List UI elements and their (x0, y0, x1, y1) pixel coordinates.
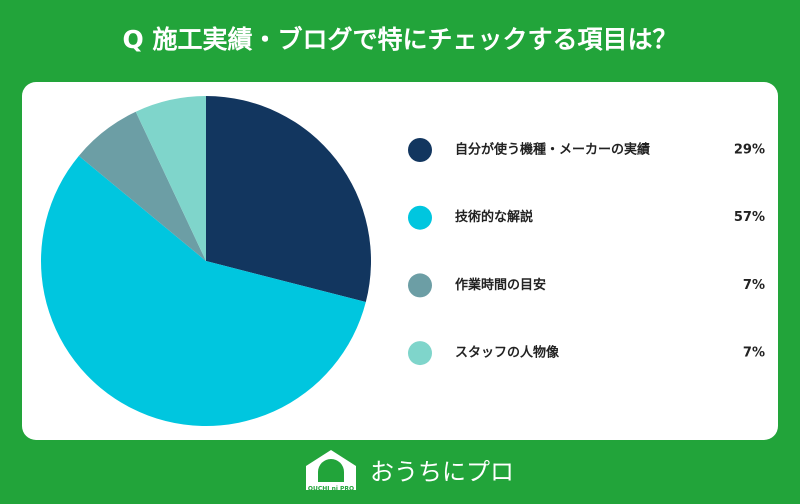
pie-slice (78, 111, 206, 261)
logo: OUCHI ni PRO おうちにプロ (306, 450, 514, 493)
pie-slice (206, 96, 371, 303)
legend-swatch (408, 341, 432, 366)
value-label: 57% (734, 210, 765, 225)
logo-text: おうちにプロ (370, 458, 514, 486)
legend-label: 作業時間の目安 (455, 277, 546, 293)
legend-swatch (408, 273, 432, 298)
legend-label: スタッフの人物像 (455, 345, 560, 361)
logo-door (318, 459, 344, 482)
pie-slice (135, 96, 206, 261)
value-label: 7% (743, 346, 765, 361)
chart-title: Q 施工実績・ブログで特にチェックする項目は？ (123, 25, 678, 54)
legend-swatch (408, 205, 432, 230)
logo-mark-text: OUCHI ni PRO (308, 486, 354, 493)
legend-swatch (408, 138, 432, 162)
legend-label: 自分が使う機種・メーカーの実績 (455, 142, 650, 158)
value-label: 7% (743, 278, 765, 293)
value-label: 29% (734, 143, 765, 158)
legend-label: 技術的な解説 (455, 209, 533, 225)
pie-slice (40, 155, 366, 426)
